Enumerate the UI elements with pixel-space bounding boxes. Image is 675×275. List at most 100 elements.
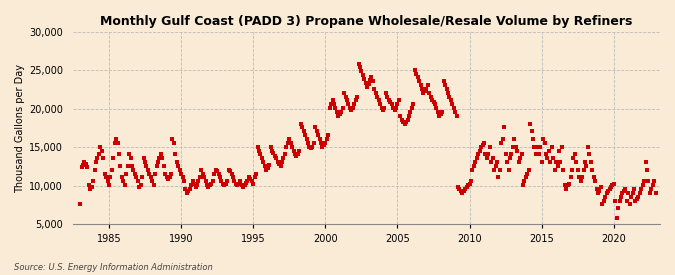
Point [190, 185, 201, 189]
Point [431, 106, 442, 110]
Point [549, 167, 560, 172]
Point [645, 191, 655, 195]
Point [647, 183, 658, 187]
Point [418, 90, 429, 95]
Point [562, 183, 573, 187]
Point [144, 171, 155, 176]
Point [444, 94, 455, 99]
Point [524, 121, 535, 126]
Point [624, 202, 635, 207]
Point [346, 108, 356, 112]
Point [217, 182, 228, 186]
Point [363, 82, 374, 87]
Point [213, 171, 224, 176]
Point [281, 144, 292, 149]
Point [439, 83, 450, 87]
Point [90, 160, 101, 164]
Point [454, 187, 465, 191]
Point [215, 175, 225, 180]
Point [376, 106, 387, 110]
Point [626, 194, 637, 199]
Point [467, 167, 478, 172]
Point [538, 137, 549, 141]
Point [349, 102, 360, 106]
Point [238, 185, 248, 189]
Point [171, 160, 182, 164]
Point [101, 175, 111, 180]
Point [424, 90, 435, 95]
Point [627, 191, 638, 195]
Point [633, 194, 644, 199]
Point [196, 167, 207, 172]
Point [581, 164, 592, 168]
Point [541, 152, 551, 156]
Point [622, 198, 632, 203]
Point [176, 171, 186, 176]
Point [560, 183, 570, 187]
Point [179, 179, 190, 183]
Point [255, 152, 266, 156]
Point [307, 144, 318, 149]
Point [637, 183, 648, 187]
Point [456, 189, 466, 194]
Point [344, 106, 355, 110]
Point [520, 175, 531, 180]
Point [593, 191, 603, 195]
Point [387, 106, 398, 110]
Point [367, 79, 378, 83]
Point [617, 191, 628, 195]
Point [639, 179, 649, 183]
Point [415, 83, 426, 87]
Point [369, 87, 380, 91]
Point [121, 171, 132, 176]
Point [235, 179, 246, 183]
Point [353, 61, 364, 66]
Point [343, 102, 354, 106]
Point [205, 183, 215, 187]
Point [170, 152, 181, 156]
Point [396, 117, 407, 122]
Point [165, 171, 176, 176]
Point [518, 183, 529, 187]
Point [429, 102, 440, 106]
Point [230, 182, 241, 186]
Point [628, 187, 639, 191]
Point [226, 171, 237, 176]
Point [356, 69, 367, 73]
Point [142, 167, 153, 172]
Point [169, 141, 180, 145]
Point [173, 164, 184, 168]
Point [287, 144, 298, 149]
Point [164, 175, 175, 180]
Point [294, 148, 305, 153]
Text: Source: U.S. Energy Information Administration: Source: U.S. Energy Information Administ… [14, 263, 212, 272]
Point [428, 100, 439, 104]
Point [529, 144, 540, 149]
Point [385, 100, 396, 104]
Point [118, 179, 129, 183]
Point [297, 125, 308, 130]
Point [618, 189, 629, 194]
Point [605, 185, 616, 189]
Point [140, 160, 151, 164]
Point [128, 167, 139, 172]
Point [612, 215, 622, 220]
Point [392, 102, 403, 106]
Point [284, 137, 295, 141]
Point [566, 167, 577, 172]
Point [256, 156, 267, 160]
Point [613, 206, 624, 210]
Point [92, 156, 103, 160]
Point [358, 73, 369, 77]
Point [616, 194, 626, 199]
Point [223, 167, 234, 172]
Point [338, 106, 348, 110]
Point [202, 183, 213, 187]
Point [227, 175, 238, 180]
Point [614, 198, 625, 203]
Point [427, 98, 437, 103]
Point [531, 152, 541, 156]
Point [134, 185, 144, 189]
Point [386, 102, 397, 106]
Point [314, 137, 325, 141]
